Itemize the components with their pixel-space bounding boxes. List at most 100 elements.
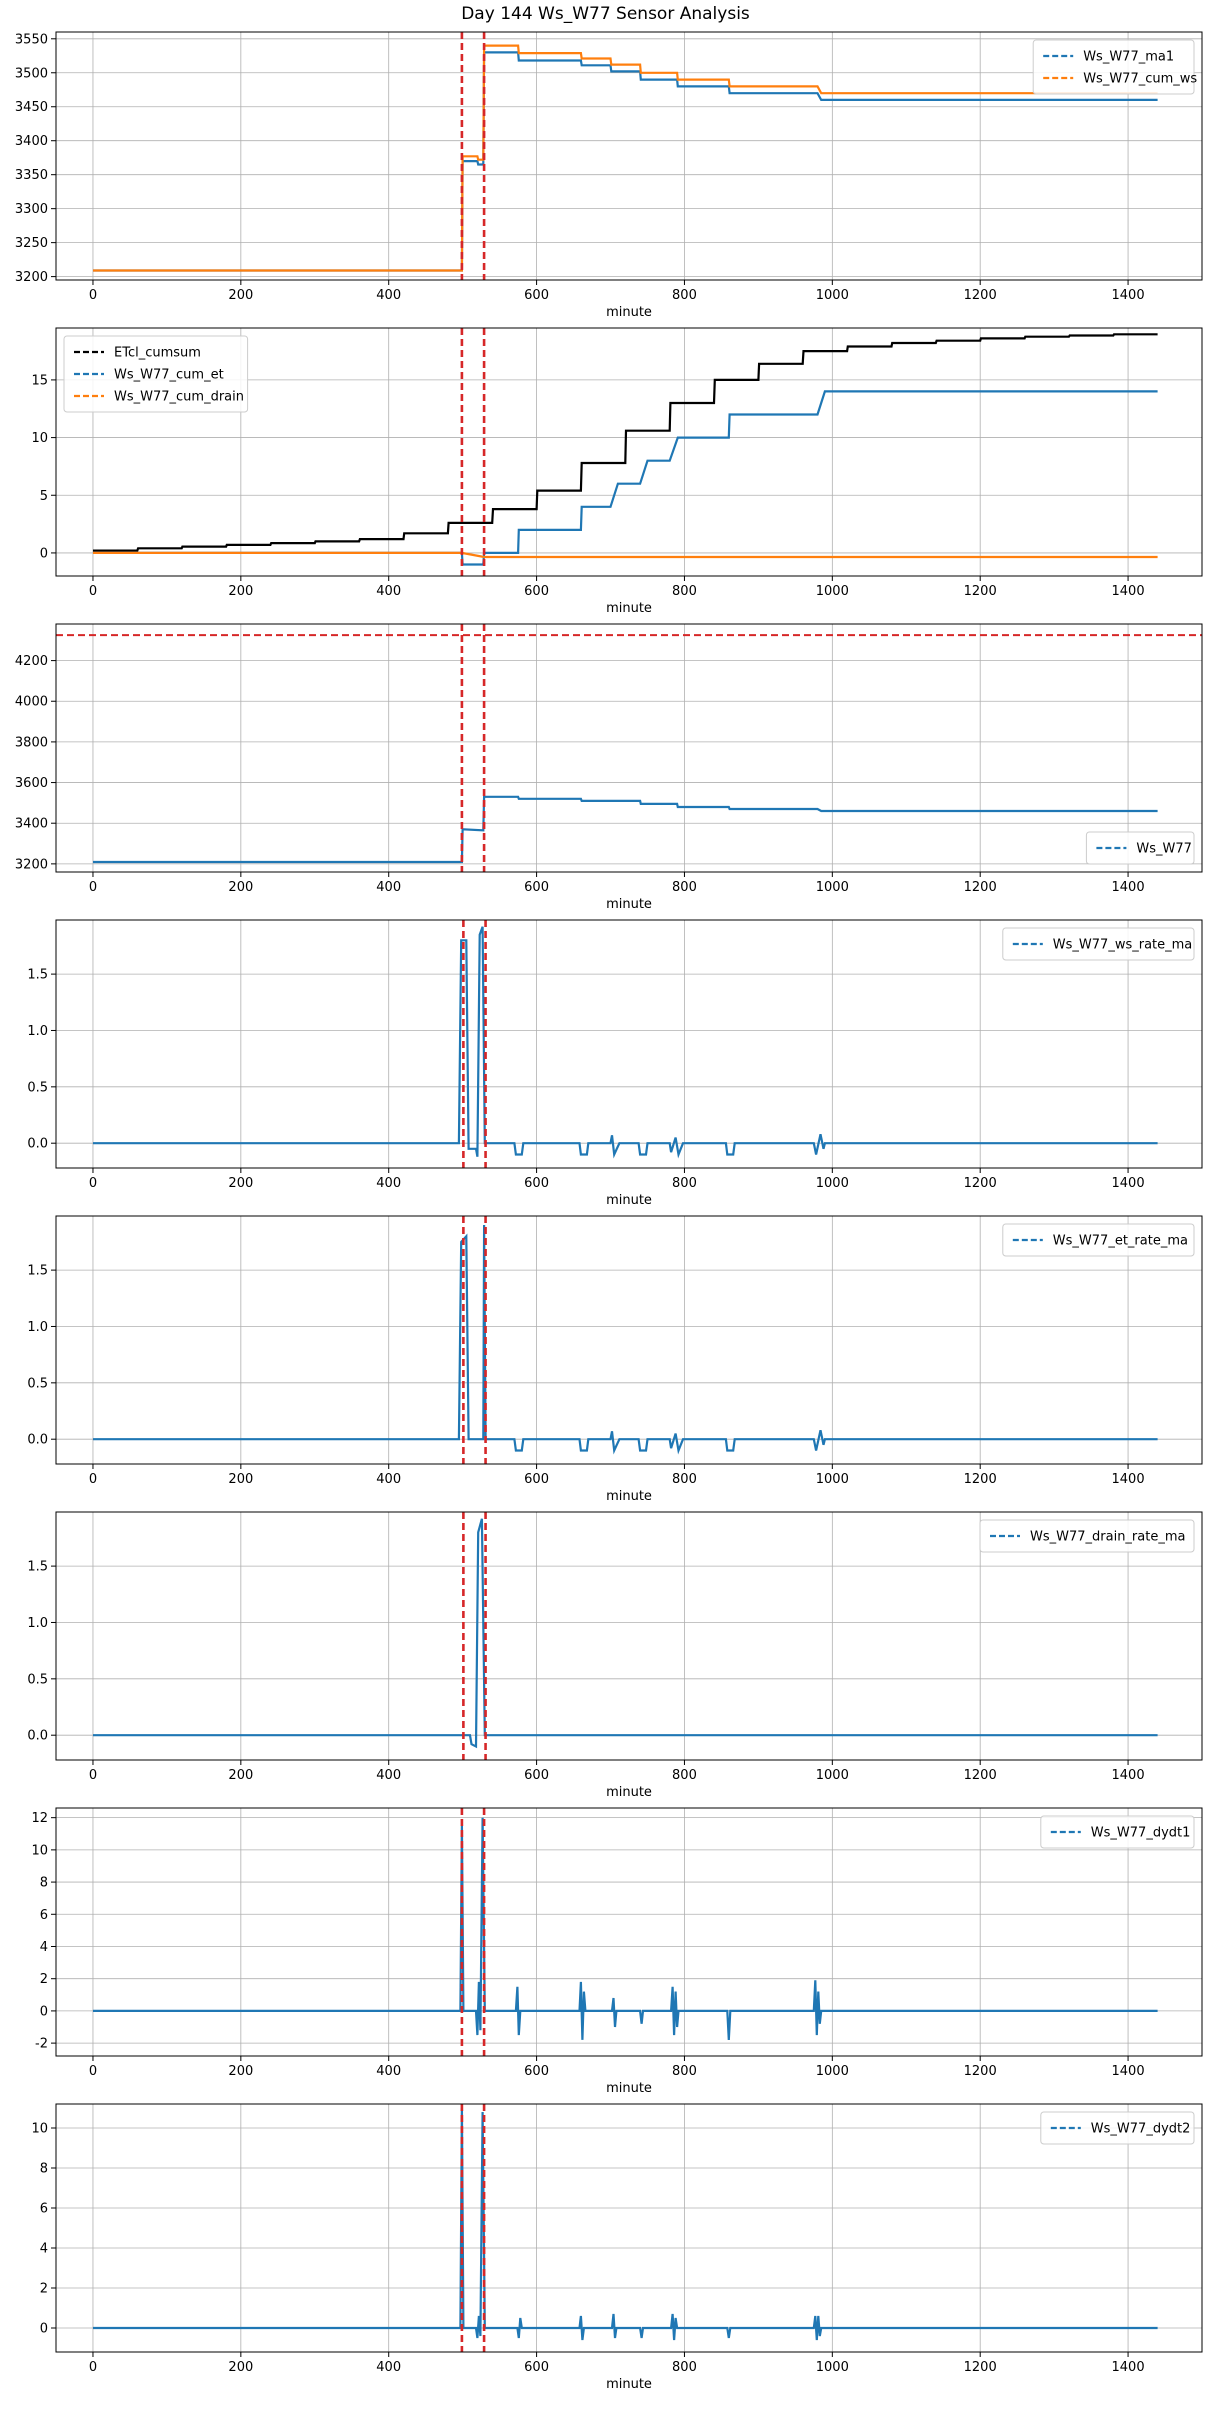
x-tick-label: 400	[376, 1176, 401, 1191]
legend-box	[1040, 2111, 1195, 2145]
series-line-Ws_W77_ma1	[93, 51, 1158, 272]
legend-label: Ws_W77_et_rate_ma	[1053, 1234, 1188, 1249]
legend-label: Ws_W77_ma1	[1083, 50, 1174, 65]
figure-title: Day 144 Ws_W77 Sensor Analysis	[461, 4, 750, 24]
x-tick-label: 200	[228, 880, 253, 895]
x-tick-label: 1000	[816, 2360, 849, 2375]
series-line-ETcl_cumsum	[93, 333, 1158, 552]
x-tick-label: 0	[89, 584, 97, 599]
x-tick-label: 600	[524, 880, 549, 895]
plot-area	[93, 328, 1158, 576]
plot-area	[93, 1808, 1158, 2056]
y-tick-label: 1.5	[27, 968, 48, 983]
series-line-Ws_W77_cum_ws	[93, 44, 1158, 272]
x-axis-label: minute	[606, 305, 652, 320]
axes-frame	[55, 327, 1203, 577]
x-tick-label: 0	[89, 1768, 97, 1783]
legend-label: Ws_W77_drain_rate_ma	[1030, 1530, 1185, 1545]
legend-box	[1032, 39, 1195, 95]
series-line-Ws_W77_cum_et	[93, 390, 1158, 566]
axes-frame	[55, 2103, 1203, 2353]
x-tick-label: 800	[672, 584, 697, 599]
axes-frame	[55, 919, 1203, 1169]
axes-frame	[55, 623, 1203, 873]
chart-panel-3: 0 200 400 600 800 1000 1200 1400 3200 3400 3600 380…	[15, 623, 1203, 912]
y-tick-label: 8	[40, 2162, 48, 2177]
x-tick-label: 1200	[964, 1768, 997, 1783]
x-tick-label: 1000	[816, 1768, 849, 1783]
x-tick-label: 1000	[816, 880, 849, 895]
x-tick-label: 200	[228, 584, 253, 599]
x-tick-label: 1400	[1112, 1176, 1145, 1191]
x-tick-label: 600	[524, 288, 549, 303]
series-line-Ws_W77_et_rate_ma	[93, 1224, 1158, 1455]
x-tick-label: 400	[376, 1768, 401, 1783]
x-tick-label: 200	[228, 1176, 253, 1191]
axes-frame	[55, 1215, 1203, 1465]
y-tick-label: 3600	[15, 776, 48, 791]
x-tick-label: 1200	[964, 1176, 997, 1191]
x-tick-label: 600	[524, 1768, 549, 1783]
x-tick-label: 800	[672, 1176, 697, 1191]
y-tick-label: 2	[40, 1972, 48, 1987]
x-tick-label: 1400	[1112, 288, 1145, 303]
series-line-Ws_W77	[93, 795, 1158, 864]
y-tick-label: 0	[40, 546, 48, 561]
x-tick-label: 600	[524, 2064, 549, 2079]
y-tick-label: 3250	[15, 236, 48, 251]
series-line-Ws_W77_dydt1	[93, 1817, 1158, 2040]
legend-box	[63, 335, 249, 413]
x-tick-label: 1000	[816, 288, 849, 303]
x-tick-label: 800	[672, 1768, 697, 1783]
legend: Ws_W77	[1085, 831, 1195, 865]
y-tick-label: 1.0	[27, 1616, 48, 1631]
y-tick-label: 3350	[15, 168, 48, 183]
x-tick-label: 400	[376, 2064, 401, 2079]
legend-label: Ws_W77_dydt1	[1091, 1826, 1191, 1841]
series-line-Ws_W77_cum_drain	[93, 551, 1158, 559]
y-tick-label: 2	[40, 2282, 48, 2297]
x-tick-label: 0	[89, 880, 97, 895]
x-tick-label: 1400	[1112, 2064, 1145, 2079]
x-tick-label: 1400	[1112, 880, 1145, 895]
y-tick-label: 8	[40, 1876, 48, 1891]
y-tick-label: 0.0	[27, 1729, 48, 1744]
x-tick-label: 1400	[1112, 2360, 1145, 2375]
y-tick-label: 3450	[15, 100, 48, 115]
y-tick-label: 5	[40, 489, 48, 504]
x-tick-label: 1200	[964, 880, 997, 895]
legend-box	[979, 1519, 1195, 1553]
x-tick-label: 600	[524, 584, 549, 599]
x-tick-label: 800	[672, 288, 697, 303]
legend-label: Ws_W77_ws_rate_ma	[1053, 938, 1192, 953]
y-tick-label: 0	[40, 2322, 48, 2337]
y-tick-label: 3400	[15, 134, 48, 149]
x-axis-label: minute	[606, 1785, 652, 1800]
y-tick-label: 3500	[15, 66, 48, 81]
x-tick-label: 1000	[816, 1472, 849, 1487]
x-tick-label: 200	[228, 1768, 253, 1783]
plot-area	[93, 2104, 1158, 2352]
x-tick-label: 0	[89, 2064, 97, 2079]
x-axis-label: minute	[606, 1193, 652, 1208]
y-tick-label: 0.0	[27, 1137, 48, 1152]
legend: Ws_W77_dydt2	[1040, 2111, 1195, 2145]
plot-area	[93, 920, 1158, 1168]
x-tick-label: 200	[228, 2360, 253, 2375]
x-tick-label: 400	[376, 288, 401, 303]
y-tick-label: 3300	[15, 202, 48, 217]
chart-panel-5: 0 200 400 600 800 1000 1200 1400 0.0 0.5 1.0 1.5 min…	[27, 1215, 1203, 1504]
y-tick-label: 6	[40, 2202, 48, 2217]
y-tick-label: 0.0	[27, 1433, 48, 1448]
x-tick-label: 200	[228, 2064, 253, 2079]
legend-box	[1002, 1223, 1195, 1257]
x-tick-label: 400	[376, 880, 401, 895]
y-tick-label: 10	[31, 1843, 48, 1858]
legend-box	[1002, 927, 1195, 961]
x-tick-label: 1400	[1112, 584, 1145, 599]
x-axis-label: minute	[606, 2377, 652, 2392]
x-tick-label: 1000	[816, 584, 849, 599]
legend: ETcl_cumsum Ws_W77_cum_et Ws_W77_cum_drain	[63, 335, 249, 413]
